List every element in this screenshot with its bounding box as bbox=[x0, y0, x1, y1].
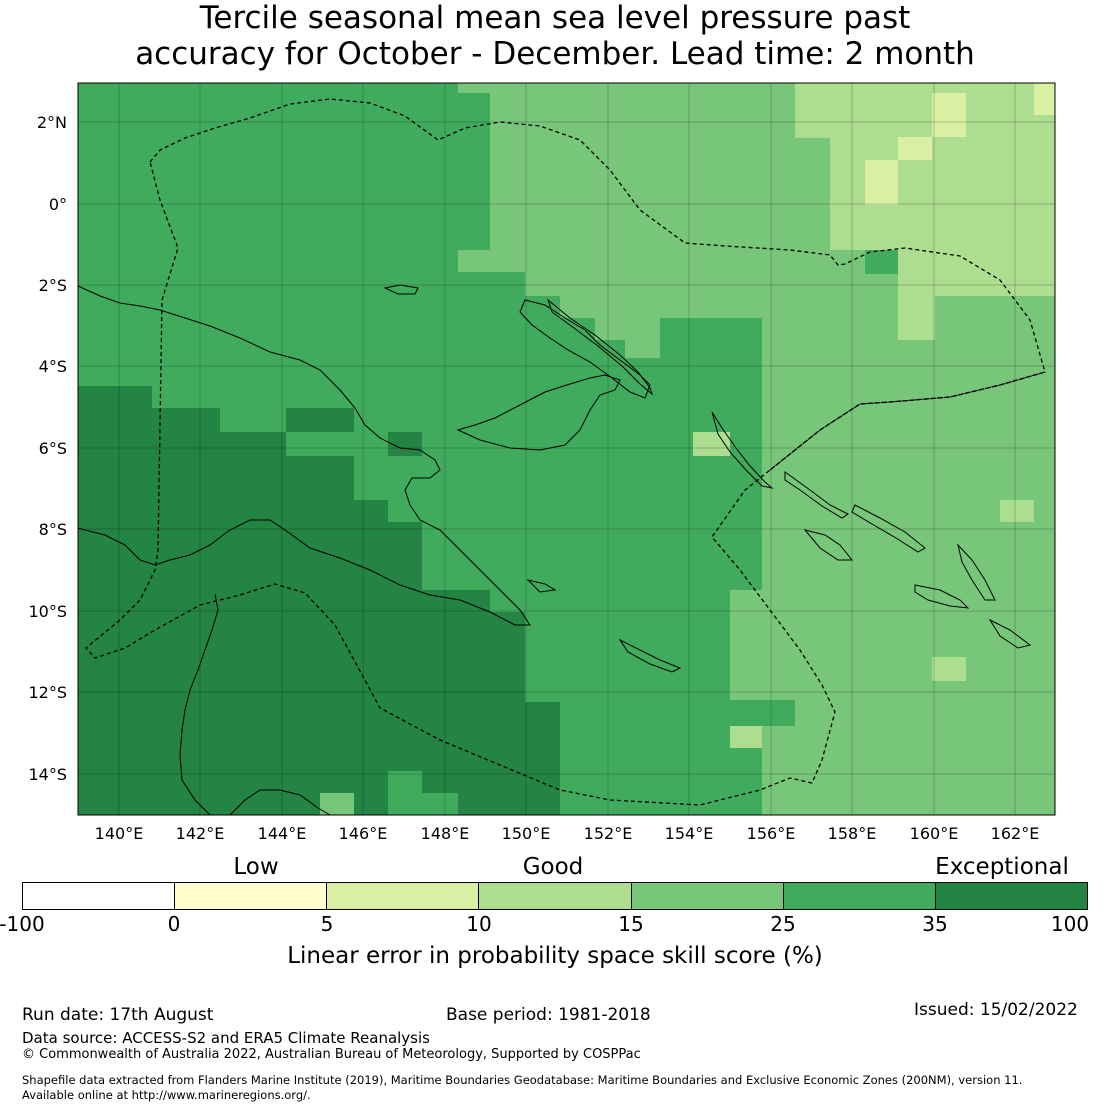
colorbar-segment bbox=[479, 883, 632, 909]
colorbar-segment bbox=[935, 883, 1087, 909]
lon-label: 156°E bbox=[746, 824, 796, 843]
lat-label: 14°S bbox=[28, 765, 67, 784]
graticule bbox=[78, 83, 1055, 815]
eez-boundaries bbox=[85, 98, 1046, 806]
new-georgia-coastline bbox=[803, 529, 854, 561]
lon-label: 150°E bbox=[501, 824, 551, 843]
skill-cell bbox=[730, 700, 795, 726]
issued-date: Issued: 15/02/2022 bbox=[914, 1000, 1078, 1020]
skill-cell bbox=[730, 318, 762, 590]
skill-cell bbox=[898, 137, 932, 160]
lon-label: 152°E bbox=[583, 824, 633, 843]
skill-cell bbox=[320, 793, 354, 815]
lat-label: 2°N bbox=[36, 113, 67, 132]
lon-label: 154°E bbox=[664, 824, 714, 843]
lon-label: 158°E bbox=[827, 824, 877, 843]
skill-cell bbox=[286, 408, 354, 432]
skill-cell bbox=[458, 83, 795, 93]
lat-label: 12°S bbox=[28, 683, 67, 702]
run-date: Run date: 17th August bbox=[22, 1005, 214, 1025]
huon-peninsula-coastline bbox=[456, 374, 621, 451]
solomon-eez-boundary bbox=[769, 371, 1046, 471]
colorbar-tick: -100 bbox=[0, 912, 45, 936]
colorbar-tick: 5 bbox=[320, 912, 334, 936]
colorbar-tick: 100 bbox=[1050, 912, 1090, 936]
lon-label: 144°E bbox=[257, 824, 307, 843]
legend-category-low: Low bbox=[233, 854, 279, 880]
malaita-coastline bbox=[957, 543, 996, 601]
skill-region bbox=[490, 93, 1055, 815]
lon-label: 160°E bbox=[909, 824, 959, 843]
makira-coastline bbox=[988, 618, 1032, 649]
manus-coastline bbox=[383, 284, 419, 295]
new-guinea-coastline bbox=[77, 285, 531, 626]
lon-label: 148°E bbox=[420, 824, 470, 843]
legend-category-good: Good bbox=[522, 854, 584, 880]
colorbar-segment bbox=[783, 883, 936, 909]
skill-cell bbox=[865, 160, 898, 205]
colorbar-segment bbox=[327, 883, 480, 909]
skill-cell bbox=[458, 250, 490, 272]
colorbar bbox=[22, 882, 1088, 910]
colorbar-segment bbox=[23, 883, 176, 909]
skill-cell bbox=[1000, 500, 1034, 522]
colorbar-tick: 25 bbox=[770, 912, 796, 936]
dentrecasteaux-coastline bbox=[526, 579, 557, 593]
lon-label: 140°E bbox=[94, 824, 144, 843]
choiseul-coastline bbox=[784, 471, 849, 519]
lat-label: 2°S bbox=[38, 276, 67, 295]
lat-label: 0° bbox=[48, 195, 67, 214]
skill-cell bbox=[932, 657, 966, 681]
lat-label: 8°S bbox=[38, 520, 67, 539]
colorbar-tick: 10 bbox=[466, 912, 492, 936]
skill-cell bbox=[388, 771, 422, 815]
skill-grid bbox=[78, 83, 1055, 815]
colorbar-tick: 0 bbox=[167, 912, 181, 936]
lon-label: 146°E bbox=[338, 824, 388, 843]
guadalcanal-coastline bbox=[914, 584, 970, 609]
skill-score-map bbox=[77, 82, 1056, 816]
colorbar-segment bbox=[631, 883, 784, 909]
skill-cell bbox=[730, 726, 762, 748]
colorbar-segment bbox=[175, 883, 328, 909]
skill-cell bbox=[422, 793, 458, 815]
louisiade-coastline bbox=[618, 638, 682, 673]
cape-york-coastline bbox=[179, 593, 331, 816]
coastlines bbox=[77, 284, 1032, 816]
skill-region bbox=[795, 83, 1055, 340]
data-source: Data source: ACCESS-S2 and ERA5 Climate … bbox=[22, 1029, 430, 1047]
colorbar-tick: 35 bbox=[922, 912, 948, 936]
shapefile-credit-line-2: Available online at http://www.marinereg… bbox=[22, 1088, 311, 1102]
copyright: © Commonwealth of Australia 2022, Austra… bbox=[22, 1047, 641, 1062]
new-britain-coastline bbox=[519, 299, 651, 399]
santa-isabel-coastline bbox=[851, 504, 926, 553]
base-period: Base period: 1981-2018 bbox=[446, 1005, 651, 1025]
skill-cell bbox=[932, 93, 966, 137]
skill-cell bbox=[1034, 83, 1055, 115]
map-frame bbox=[77, 82, 1056, 816]
title-line-2: accuracy for October - December. Lead ti… bbox=[135, 36, 975, 72]
colorbar-title: Linear error in probability space skill … bbox=[287, 943, 823, 969]
png-eez-boundary bbox=[85, 98, 1046, 806]
lat-label: 10°S bbox=[28, 602, 67, 621]
lat-label: 6°S bbox=[38, 439, 67, 458]
skill-region bbox=[78, 386, 560, 815]
shapefile-credit-line-1: Shapefile data extracted from Flanders M… bbox=[22, 1073, 1023, 1087]
bougainville-coastline bbox=[711, 411, 774, 489]
skill-cell bbox=[388, 432, 422, 456]
lon-label: 162°E bbox=[990, 824, 1040, 843]
lat-label: 4°S bbox=[38, 357, 67, 376]
colorbar-tick: 15 bbox=[618, 912, 644, 936]
lon-label: 142°E bbox=[175, 824, 225, 843]
map-title: Tercile seasonal mean sea level pressure… bbox=[0, 0, 1110, 72]
skill-cell bbox=[693, 432, 730, 456]
legend-category-exceptional: Exceptional bbox=[935, 854, 1069, 880]
title-line-1: Tercile seasonal mean sea level pressure… bbox=[199, 0, 911, 36]
new-ireland-coastline bbox=[546, 298, 654, 396]
